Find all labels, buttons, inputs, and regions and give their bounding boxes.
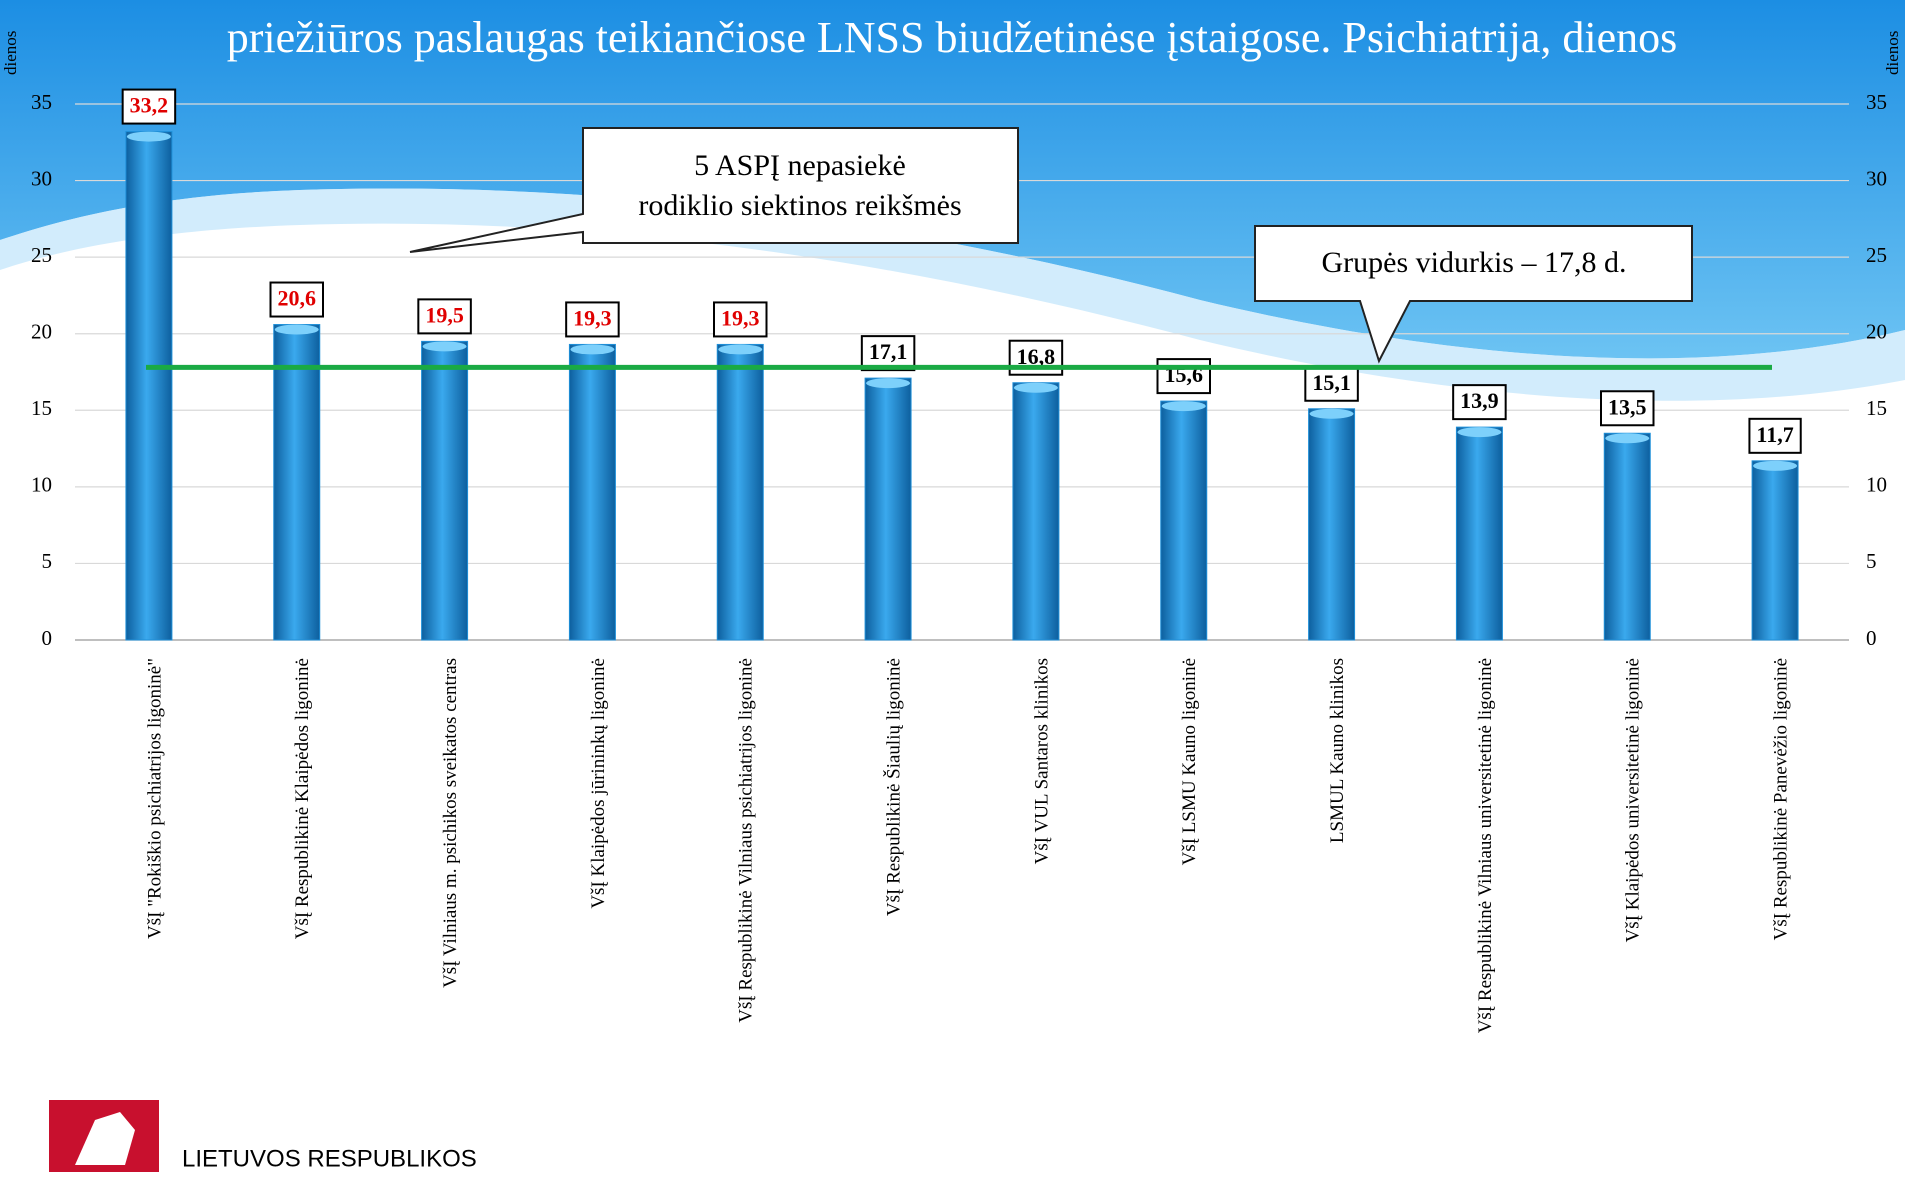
chart-title: priežiūros paslaugas teikiančiose LNSS b… — [227, 13, 1677, 62]
y-axis-label: dienos — [1, 31, 20, 75]
bar — [569, 344, 615, 640]
x-tick-label: VšĮ Respublikinė Vilniaus psichiatrijos … — [736, 658, 757, 1023]
bar-cap — [1162, 401, 1206, 411]
page: {"chart_data": {"type": "bar", "title": … — [0, 0, 1905, 1172]
bar — [865, 378, 911, 640]
x-tick-label: VšĮ Klaipėdos jūrininkų ligoninė — [588, 658, 609, 909]
y2-tick-label: 15 — [1866, 396, 1887, 420]
y2-tick-label: 20 — [1866, 320, 1887, 344]
y-tick-label: 10 — [31, 473, 52, 497]
y2-tick-label: 30 — [1866, 166, 1887, 190]
bar — [1309, 409, 1355, 640]
slide: priežiūros paslaugas teikiančiose LNSS b… — [0, 0, 1905, 1172]
bar — [717, 344, 763, 640]
y-tick-label: 15 — [31, 396, 52, 420]
bar-cap — [127, 132, 171, 142]
bar — [1013, 383, 1059, 640]
x-tick-label: VšĮ "Rokiškio psichiatrijos ligoninė" — [144, 658, 165, 939]
bar-cap — [1310, 409, 1354, 419]
bar — [1752, 461, 1798, 640]
bar — [1604, 433, 1650, 640]
x-tick-label: VšĮ VUL Santaros klinikos — [1031, 658, 1052, 864]
bar-cap — [423, 341, 467, 351]
x-tick-label: LSMUL Kauno klinikos — [1327, 658, 1348, 843]
value-label: 19,3 — [721, 305, 760, 330]
bar — [126, 132, 172, 640]
x-tick-label: VšĮ Respublikinė Šiaulių ligoninė — [882, 658, 904, 916]
y2-tick-label: 35 — [1866, 90, 1887, 114]
value-label: 13,9 — [1460, 388, 1499, 413]
bar-cap — [1457, 427, 1501, 437]
y2-tick-label: 0 — [1866, 626, 1877, 650]
bar-cap — [1605, 433, 1649, 443]
bar-cap — [570, 344, 614, 354]
logo — [49, 1100, 159, 1172]
value-label: 17,1 — [869, 339, 908, 364]
y2-axis-label: dienos — [1883, 31, 1902, 75]
value-label: 11,7 — [1756, 422, 1793, 447]
bar-cap — [718, 344, 762, 354]
bar-cap — [275, 325, 319, 335]
y-tick-label: 35 — [31, 90, 52, 114]
footer-text: LIETUVOS RESPUBLIKOS — [182, 1145, 477, 1172]
y2-tick-label: 10 — [1866, 473, 1887, 497]
bar-cap — [866, 378, 910, 388]
value-label: 19,5 — [425, 302, 464, 327]
x-tick-label: VšĮ Klaipėdos universitetinė ligoninė — [1623, 658, 1644, 942]
bar-cap — [1014, 383, 1058, 393]
y-tick-label: 0 — [42, 626, 53, 650]
x-tick-label: VšĮ Respublikinė Panevėžio ligoninė — [1770, 658, 1791, 940]
bar — [422, 341, 468, 640]
y-tick-label: 25 — [31, 243, 52, 267]
y-tick-label: 20 — [31, 320, 52, 344]
bar — [1161, 401, 1207, 640]
bar-cap — [1753, 461, 1797, 471]
x-tick-label: VšĮ Respublikinė Vilniaus universitetinė… — [1475, 658, 1496, 1033]
value-label: 20,6 — [278, 286, 317, 311]
bar — [274, 325, 320, 640]
y-tick-label: 5 — [42, 549, 53, 573]
bar — [1456, 427, 1502, 640]
y2-tick-label: 5 — [1866, 549, 1877, 573]
value-label: 13,5 — [1608, 394, 1647, 419]
y2-tick-label: 25 — [1866, 243, 1887, 267]
y-tick-label: 30 — [31, 166, 52, 190]
value-label: 19,3 — [573, 305, 612, 330]
annotation: Grupės vidurkis – 17,8 d. — [1322, 246, 1627, 279]
value-label: 33,2 — [130, 93, 169, 118]
x-tick-label: VšĮ Vilniaus m. psichikos sveikatos cent… — [440, 658, 461, 988]
x-tick-label: VšĮ Respublikinė Klaipėdos ligoninė — [292, 658, 313, 939]
x-tick-label: VšĮ LSMU Kauno ligoninė — [1179, 658, 1200, 865]
value-label: 15,1 — [1312, 370, 1351, 395]
